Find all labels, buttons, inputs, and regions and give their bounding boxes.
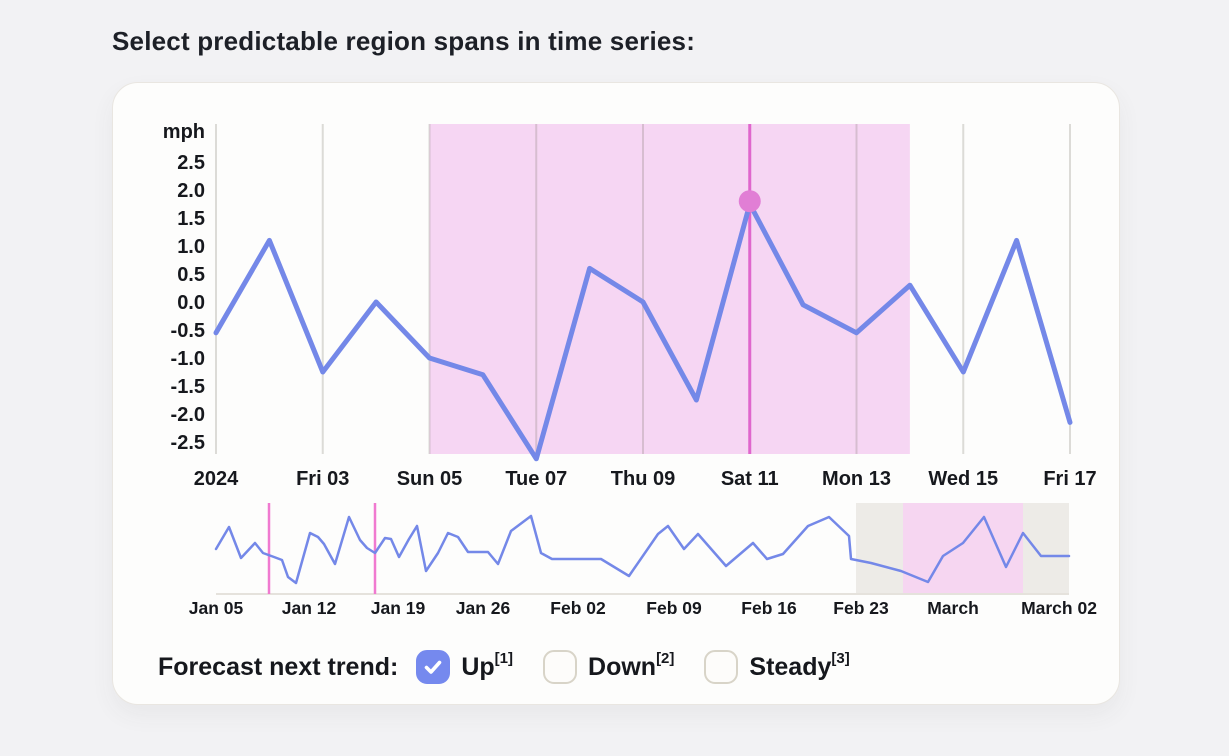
y-tick-label: 1.5 — [177, 208, 205, 230]
checkbox-down[interactable] — [543, 650, 578, 684]
overview-tick-label: Jan 26 — [456, 598, 511, 618]
overview-tick-label: Jan 12 — [282, 598, 337, 618]
x-tick-label: 2024 — [194, 468, 239, 490]
y-tick-label: 0.0 — [177, 292, 205, 314]
overview-tick-label: Feb 02 — [550, 598, 606, 618]
x-tick-label: Thu 09 — [611, 468, 675, 490]
forecast-option-up[interactable]: Up[1] — [416, 650, 513, 684]
selected-point-dot[interactable] — [738, 190, 761, 213]
check-icon — [425, 660, 442, 674]
x-tick-label: Sun 05 — [397, 468, 463, 490]
y-tick-label: -0.5 — [171, 320, 205, 342]
overview-tick-label: Jan 05 — [189, 598, 244, 618]
x-tick-label: Mon 13 — [822, 468, 891, 490]
checkbox-steady[interactable] — [704, 650, 739, 684]
overview-tick-label: Feb 23 — [833, 598, 889, 618]
page-title: Select predictable region spans in time … — [112, 26, 696, 56]
overview-line — [214, 514, 1071, 585]
overview-tick-label: March 02 — [1021, 598, 1097, 618]
x-tick-label: Fri 03 — [296, 468, 349, 490]
y-tick-label: -2.0 — [171, 404, 205, 426]
checkbox-up[interactable] — [416, 650, 451, 684]
y-tick-label: -2.5 — [171, 432, 205, 454]
forecast-label: Forecast next trend: — [158, 652, 399, 681]
y-tick-label: -1.5 — [171, 376, 205, 398]
y-tick-label: 0.5 — [177, 264, 205, 286]
timeseries-card: mph 2.5 2.0 1.5 1.0 0.5 0.0 -0.5 -1.0 -1.5 -2.0 -2.… — [112, 82, 1120, 705]
main-chart: mph 2.5 2.0 1.5 1.0 0.5 0.0 -0.5 -1.0 -1.5 -2.0 -2.… — [163, 121, 1097, 490]
forecast-row: Forecast next trend: Up[1] Down[2] — [158, 643, 880, 691]
x-tick-label: Fri 17 — [1043, 468, 1096, 490]
forecast-option-up-label: Up[1] — [461, 650, 514, 681]
forecast-option-down[interactable]: Down[2] — [543, 650, 674, 684]
y-tick-label: 2.5 — [177, 152, 205, 174]
overview-tick-label: Jan 19 — [371, 598, 426, 618]
x-tick-label: Sat 11 — [721, 468, 779, 490]
x-tick-label: Wed 15 — [928, 468, 998, 490]
overview-tick-label: Feb 16 — [741, 598, 797, 618]
y-tick-label: 1.0 — [177, 236, 205, 258]
timeseries-line — [213, 201, 1073, 462]
overview-chart: Jan 05 Jan 12 Jan 19 Jan 26 Feb 02 Feb 09 Feb … — [189, 503, 1097, 618]
forecast-option-down-label: Down[2] — [588, 650, 675, 681]
y-tick-label: -1.0 — [171, 348, 205, 370]
x-tick-label: Tue 07 — [505, 468, 567, 490]
y-tick-label: 2.0 — [177, 180, 205, 202]
y-axis-unit-label: mph — [163, 121, 205, 143]
predictable-region-highlight[interactable] — [429, 124, 910, 454]
forecast-option-steady-label: Steady[3] — [749, 650, 850, 681]
overview-tick-label: Feb 09 — [646, 598, 702, 618]
overview-tick-label: March — [927, 598, 979, 618]
forecast-option-steady[interactable]: Steady[3] — [704, 650, 850, 684]
